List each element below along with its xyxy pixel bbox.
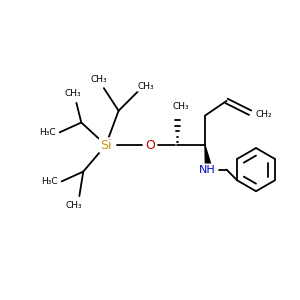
- Polygon shape: [205, 145, 212, 170]
- Text: CH₃: CH₃: [172, 102, 189, 111]
- Text: H₃C: H₃C: [42, 177, 58, 186]
- Text: CH₃: CH₃: [91, 75, 107, 84]
- Text: Si: Si: [100, 139, 112, 152]
- Text: CH₃: CH₃: [65, 201, 82, 210]
- Text: CH₂: CH₂: [256, 110, 272, 119]
- Text: H₃C: H₃C: [39, 128, 55, 137]
- Text: CH₃: CH₃: [64, 88, 81, 98]
- Text: CH₃: CH₃: [138, 82, 154, 91]
- Text: NH: NH: [199, 165, 215, 175]
- Text: O: O: [145, 139, 155, 152]
